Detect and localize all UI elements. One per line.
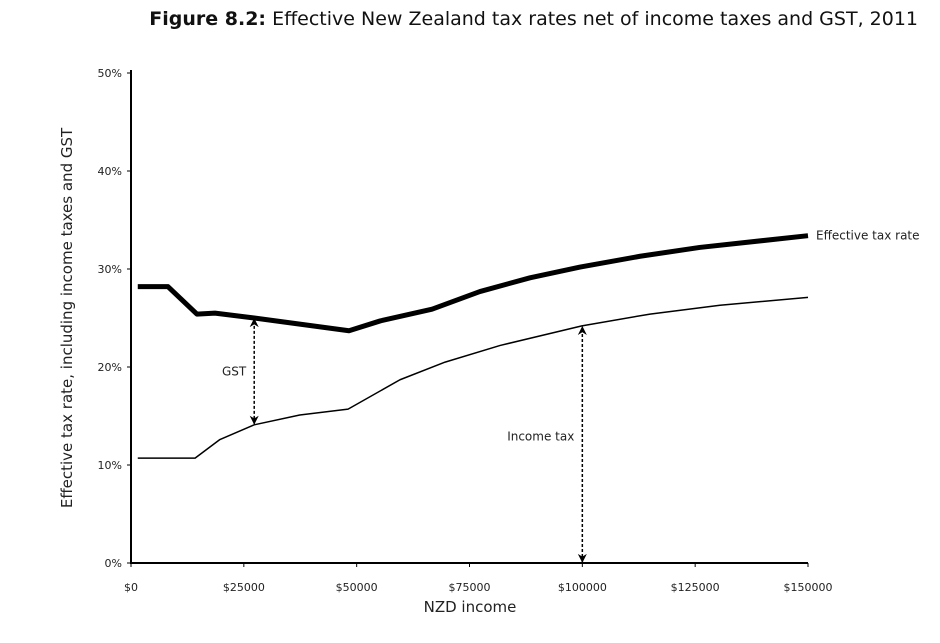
chart-title: Figure 8.2: Effective New Zealand tax ra… [0,8,918,30]
series-label: Effective tax rate [816,229,920,243]
y-tick-label: 30% [98,263,122,276]
x-tick-label: $0 [124,581,138,594]
income-tax-line [137,296,809,459]
x-tick-label: $50000 [336,581,378,594]
x-tick-label: $100000 [558,581,607,594]
y-tick-label: 10% [98,459,122,472]
y-axis-label: Effective tax rate, including income tax… [58,127,76,508]
income-tax-label: Income tax [507,430,574,444]
gst-label: GST [222,364,247,378]
figure-number: Figure 8.2: [149,8,267,30]
x-tick-label: $75000 [449,581,491,594]
y-tick-label: 20% [98,361,122,374]
y-tick-label: 40% [98,165,122,178]
y-tick-label: 0% [105,557,122,570]
effective-tax-rate-line [137,233,809,334]
title-text: Effective New Zealand tax rates net of i… [266,8,918,30]
x-tick-label: $25000 [223,581,265,594]
x-tick-label: $150000 [784,581,833,594]
x-axis-label: NZD income [424,598,517,616]
x-tick-label: $125000 [671,581,720,594]
y-tick-label: 50% [98,67,122,80]
